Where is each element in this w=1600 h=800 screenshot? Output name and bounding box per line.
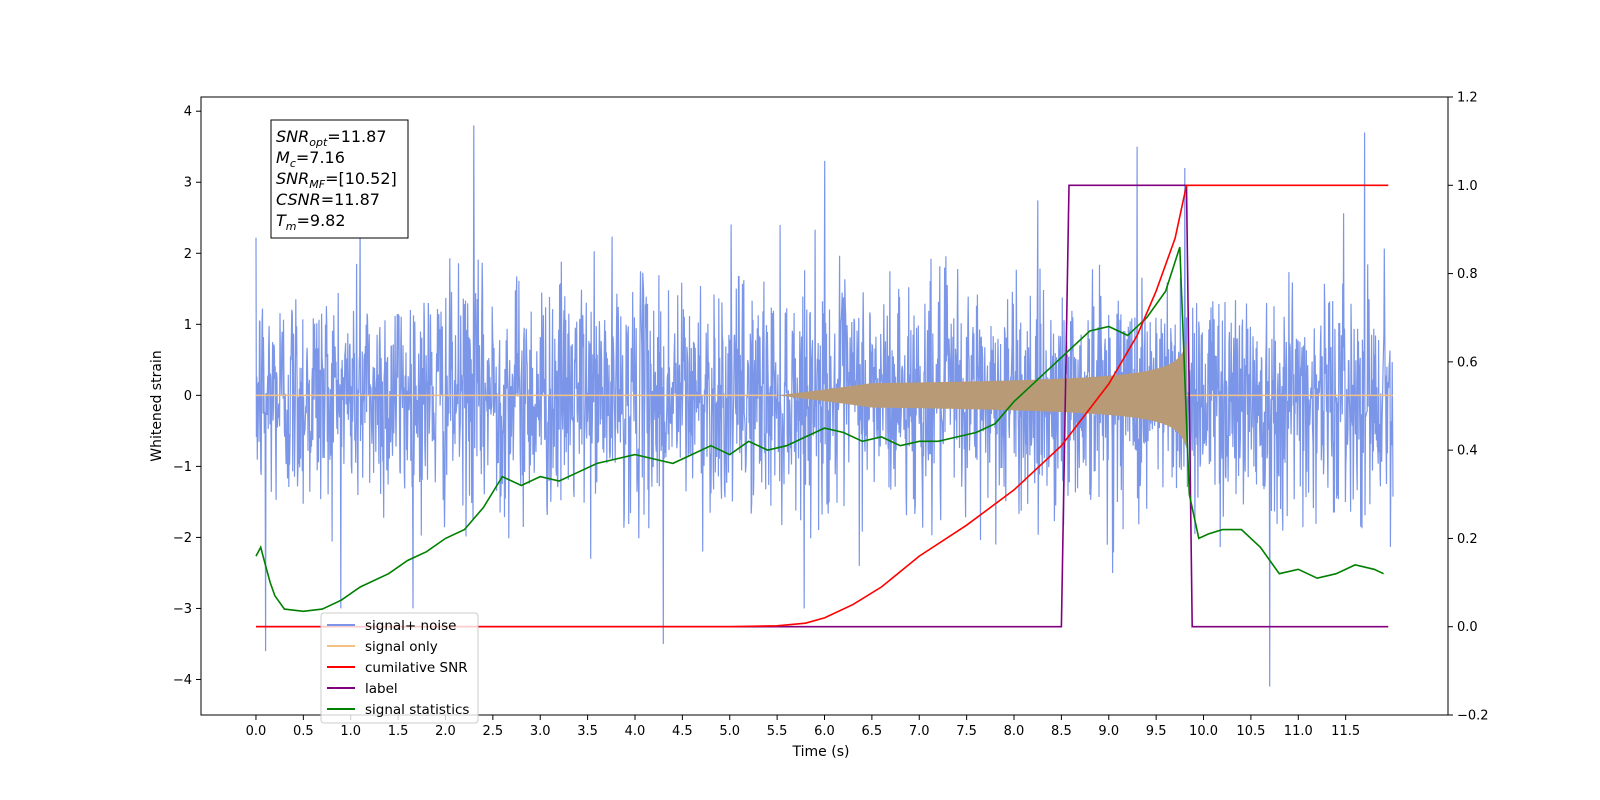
x-tick-label: 8.5 [1051, 724, 1072, 739]
annotation-line: Tm=9.82 [276, 211, 346, 233]
y-axis-label: Whitened strain [149, 350, 165, 461]
x-tick-label: 9.0 [1098, 724, 1119, 739]
x-tick-label: 11.0 [1284, 724, 1313, 739]
x-tick-label: 3.0 [530, 724, 551, 739]
y-tick-label-right: 0.4 [1457, 444, 1478, 459]
y-tick-label-right: 0.8 [1457, 267, 1478, 282]
annotation-line: Mc=7.16 [276, 148, 345, 170]
x-tick-label: 10.5 [1236, 724, 1265, 739]
x-tick-label: 6.0 [814, 724, 835, 739]
x-tick-label: 0.0 [246, 724, 267, 739]
legend: signal+ noise signal only cumilative SNR la… [320, 612, 479, 724]
y-tick-label-right: 1.0 [1457, 179, 1478, 194]
x-tick-label: 2.5 [483, 724, 504, 739]
legend-label: signal statistics [365, 702, 469, 718]
legend-frame [320, 612, 479, 724]
x-tick-label: 7.5 [956, 724, 977, 739]
series-line-cumilative-snr [256, 184, 1389, 628]
y-tick-label-right: −0.2 [1457, 709, 1489, 724]
x-tick-label: 5.0 [719, 724, 740, 739]
y-tick-label-left: −4 [173, 673, 192, 688]
y-tick-label-left: 4 [184, 105, 192, 120]
legend-label: label [365, 681, 398, 697]
series-fill-signal-only [777, 342, 1187, 449]
y-tick-label-left: 0 [184, 389, 192, 404]
x-tick-label: 4.5 [672, 724, 693, 739]
y-tick-label-left: 1 [184, 318, 192, 333]
annotation-frame [270, 119, 409, 239]
y-tick-label-left: 3 [184, 176, 192, 191]
x-tick-label: 1.5 [388, 724, 409, 739]
legend-label: cumilative SNR [365, 660, 468, 676]
legend-label: signal only [365, 639, 438, 655]
annotation-box: SNRopt=11.87Mc=7.16SNRMF=[10.52]CSNR=11.… [270, 119, 409, 239]
series-line-signal-statistics [255, 246, 1384, 613]
y-tick-label-left: 2 [184, 247, 192, 262]
y-tick-label-left: −1 [173, 460, 192, 475]
y-tick-label-left: −2 [173, 531, 192, 546]
y-tick-label-left: −3 [173, 602, 192, 617]
annotation-line: SNRopt=11.87 [276, 127, 387, 149]
legend-label: signal+ noise [365, 618, 456, 634]
y-tick-label-right: 0.6 [1457, 355, 1478, 370]
x-tick-label: 9.5 [1146, 724, 1167, 739]
series-line-signal-plus-noise [255, 125, 1394, 687]
x-tick-label: 6.5 [862, 724, 883, 739]
x-tick-label: 1.0 [340, 724, 361, 739]
annotation-line: CSNR=11.87 [276, 190, 380, 209]
y-tick-label-right: 1.2 [1457, 91, 1478, 106]
x-tick-label: 4.0 [625, 724, 646, 739]
x-tick-label: 8.0 [1004, 724, 1025, 739]
annotation-line: SNRMF=[10.52] [276, 169, 397, 191]
x-tick-label: 11.5 [1331, 724, 1360, 739]
x-tick-label: 5.5 [767, 724, 788, 739]
x-tick-label: 0.5 [293, 724, 314, 739]
x-tick-label: 10.0 [1189, 724, 1218, 739]
y-tick-label-right: 0.2 [1457, 532, 1478, 547]
y-tick-label-right: 0.0 [1457, 620, 1478, 635]
series-line-label [256, 184, 1389, 628]
x-tick-label: 2.0 [435, 724, 456, 739]
x-tick-label: 3.5 [577, 724, 598, 739]
x-tick-label: 7.0 [909, 724, 930, 739]
x-axis-label: Time (s) [792, 744, 850, 760]
